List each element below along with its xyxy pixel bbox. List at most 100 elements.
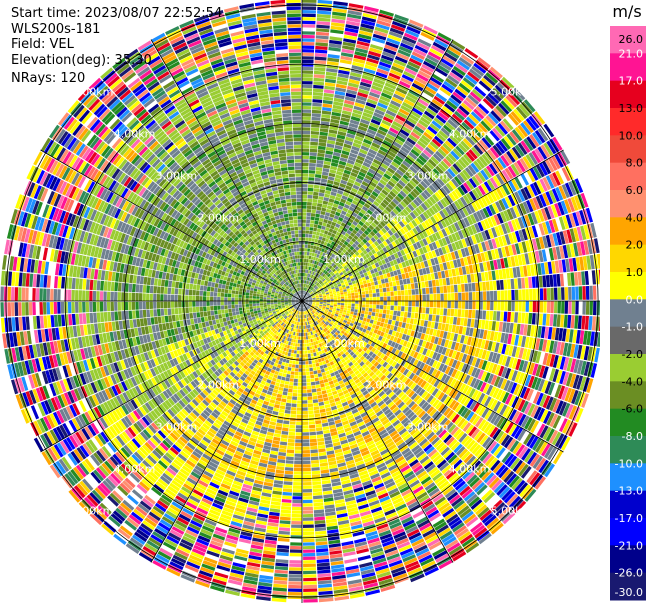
velocity-gate <box>307 281 310 285</box>
velocity-gate <box>484 438 495 450</box>
velocity-gate <box>331 286 335 290</box>
velocity-gate <box>341 358 346 364</box>
velocity-gate <box>370 44 384 51</box>
velocity-gate <box>394 409 402 417</box>
velocity-gate <box>342 286 347 290</box>
velocity-gate <box>498 390 507 402</box>
velocity-gate <box>333 101 344 107</box>
velocity-gate <box>363 138 372 145</box>
velocity-gate <box>341 48 355 54</box>
velocity-gate <box>394 215 401 223</box>
velocity-gate <box>412 541 426 551</box>
velocity-gate <box>543 288 547 300</box>
velocity-gate <box>380 301 384 305</box>
velocity-gate <box>473 144 484 155</box>
velocity-gate <box>320 383 325 388</box>
velocity-gate <box>389 27 404 36</box>
velocity-gate <box>328 311 332 314</box>
velocity-gate <box>573 344 579 359</box>
velocity-gate <box>302 113 312 117</box>
velocity-gate <box>316 282 320 286</box>
velocity-gate <box>315 170 322 175</box>
velocity-gate <box>428 342 434 350</box>
velocity-gate <box>317 394 323 399</box>
velocity-gate <box>467 236 474 246</box>
velocity-gate <box>536 423 546 437</box>
velocity-gate <box>545 159 555 173</box>
velocity-gate <box>336 324 341 328</box>
velocity-gate <box>516 482 529 495</box>
velocity-gate <box>498 171 508 183</box>
velocity-gate <box>364 135 374 142</box>
velocity-gate <box>309 230 313 235</box>
velocity-gate <box>380 279 385 284</box>
velocity-gate <box>440 127 451 137</box>
velocity-gate <box>415 547 430 557</box>
velocity-gate <box>353 430 362 437</box>
velocity-gate <box>305 280 308 284</box>
velocity-gate <box>309 316 312 321</box>
velocity-gate <box>472 291 476 301</box>
velocity-gate <box>367 424 375 431</box>
velocity-gate <box>311 385 316 389</box>
velocity-gate <box>590 222 597 238</box>
velocity-gate <box>345 200 352 206</box>
velocity-gate <box>459 533 473 545</box>
velocity-gate <box>357 37 371 44</box>
velocity-gate <box>456 108 468 119</box>
velocity-gate <box>334 499 345 504</box>
velocity-gate <box>549 234 556 247</box>
velocity-gate <box>315 35 329 40</box>
velocity-gate <box>441 347 447 355</box>
velocity-gate <box>458 267 463 276</box>
velocity-gate <box>474 273 479 283</box>
velocity-gate <box>487 239 494 250</box>
velocity-gate <box>481 137 492 149</box>
velocity-gate <box>463 409 472 420</box>
velocity-gate <box>331 434 339 440</box>
velocity-gate <box>346 503 358 509</box>
velocity-gate <box>379 495 390 503</box>
velocity-gate <box>412 301 416 307</box>
velocity-gate <box>413 394 421 403</box>
velocity-gate <box>390 296 394 301</box>
velocity-gate <box>520 122 531 136</box>
velocity-gate <box>314 220 319 225</box>
velocity-gate <box>389 404 397 411</box>
velocity-gate <box>350 520 362 527</box>
velocity-gate <box>308 273 311 278</box>
velocity-gate <box>381 283 386 288</box>
velocity-gate <box>302 0 317 3</box>
velocity-gate <box>302 411 308 415</box>
velocity-gate <box>323 219 328 224</box>
velocity-gate <box>325 277 330 281</box>
velocity-gate <box>518 289 522 301</box>
velocity-gate <box>354 240 360 246</box>
velocity-gate <box>319 263 323 268</box>
velocity-gate <box>402 368 409 376</box>
velocity-gate <box>348 303 352 306</box>
velocity-gate <box>355 232 361 238</box>
velocity-gate <box>313 290 317 294</box>
velocity-gate <box>324 367 329 372</box>
velocity-gate <box>383 421 392 429</box>
velocity-gate <box>346 89 358 95</box>
velocity-gate <box>302 403 308 408</box>
velocity-gate <box>302 294 304 298</box>
velocity-gate <box>395 331 400 338</box>
velocity-gate <box>379 179 387 186</box>
velocity-gate <box>365 102 377 109</box>
velocity-gate <box>560 314 565 328</box>
velocity-gate <box>451 401 460 411</box>
velocity-gate <box>328 543 341 548</box>
velocity-gate <box>465 192 474 203</box>
velocity-gate <box>456 198 465 208</box>
velocity-gate <box>396 326 402 333</box>
velocity-gate <box>450 150 460 161</box>
velocity-gate <box>337 519 350 526</box>
velocity-gate <box>412 227 419 235</box>
velocity-gate <box>454 250 460 259</box>
velocity-gate <box>326 235 331 240</box>
velocity-gate <box>444 103 456 113</box>
velocity-gate <box>333 445 342 450</box>
